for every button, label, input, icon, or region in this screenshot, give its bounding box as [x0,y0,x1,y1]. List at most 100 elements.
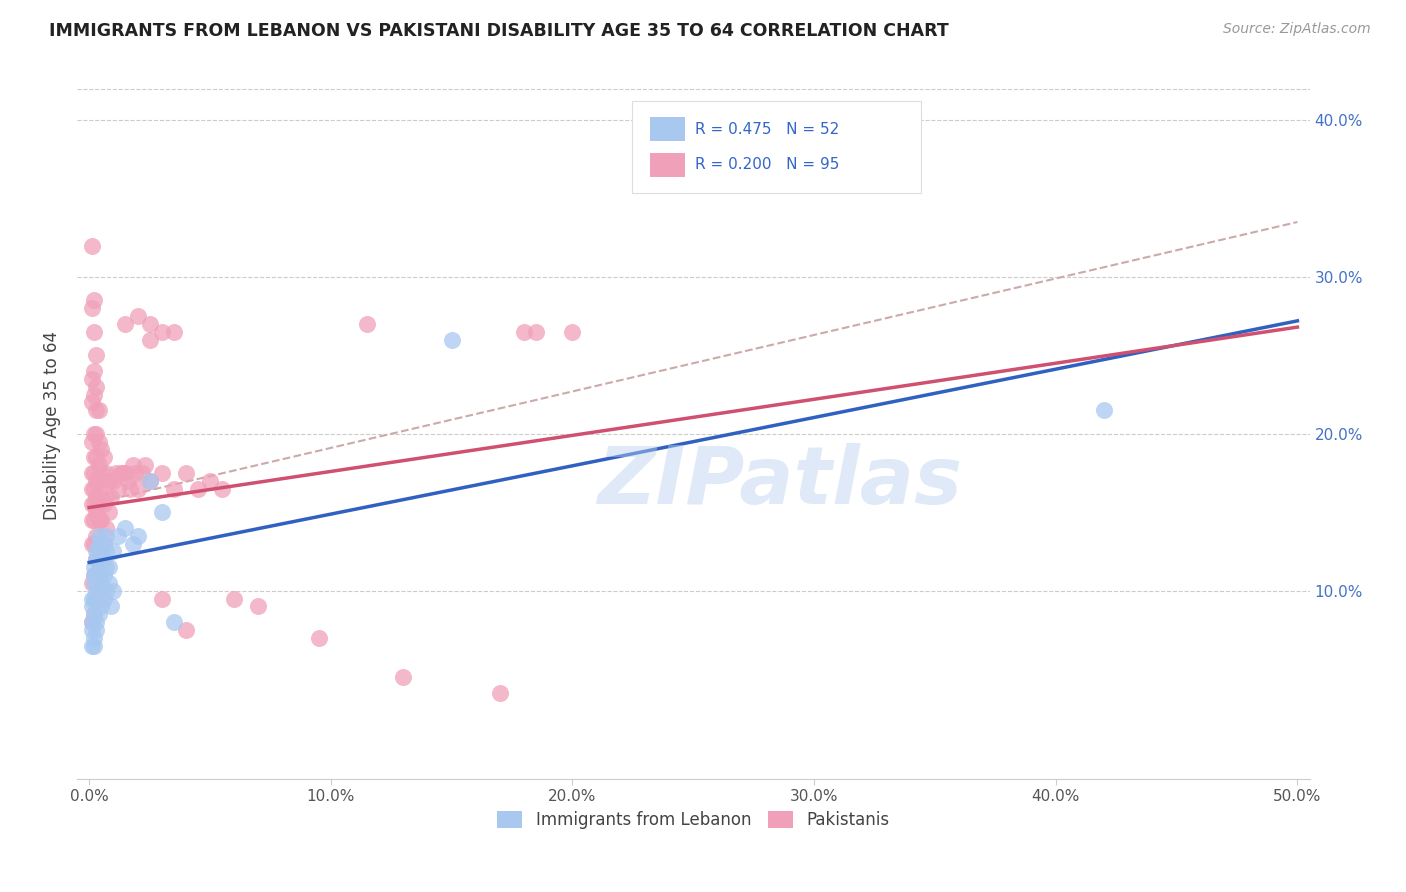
Point [187,482,209,496]
Point [163,615,186,629]
Point [86,552,108,566]
Point [80,599,103,614]
Point [1092,403,1115,417]
Point [90,466,112,480]
Point [87,552,110,566]
Point [86,583,108,598]
Point [138,333,160,347]
Point [127,482,149,496]
Point [127,309,149,323]
Point [120,482,142,496]
Point [80,575,103,590]
Point [83,450,105,465]
Legend: Immigrants from Lebanon, Pakistanis: Immigrants from Lebanon, Pakistanis [492,806,894,834]
Point [80,497,103,511]
Point [86,623,108,637]
Point [97,575,120,590]
Point [87,497,110,511]
Point [93,474,115,488]
Point [90,442,112,457]
Point [131,466,153,480]
Point [80,395,103,409]
Point [87,607,110,622]
Point [86,403,108,417]
Point [80,301,103,316]
Point [392,670,415,684]
Point [90,544,112,558]
Point [80,482,103,496]
Point [124,466,146,480]
Point [117,474,139,488]
Point [198,474,221,488]
Point [86,426,108,441]
Point [87,458,110,472]
Point [114,521,136,535]
Text: ZIPatlas: ZIPatlas [598,443,962,522]
Point [121,458,143,472]
Point [138,474,160,488]
Point [100,599,122,614]
Point [103,544,125,558]
Point [97,474,120,488]
Point [86,591,108,606]
Point [80,623,103,637]
Point [150,505,173,519]
Point [103,583,125,598]
Point [150,466,173,480]
Point [93,497,115,511]
Point [86,474,108,488]
Point [94,490,117,504]
Point [87,403,110,417]
Point [83,497,105,511]
Point [93,552,115,566]
Point [90,575,112,590]
Point [103,474,125,488]
Point [83,591,105,606]
Point [127,529,149,543]
Point [94,466,117,480]
Point [97,560,120,574]
Point [94,544,117,558]
Point [94,560,117,574]
Point [163,482,186,496]
Point [224,591,246,606]
Point [90,513,112,527]
Point [104,466,127,480]
Point [80,615,103,629]
Point [87,568,110,582]
Point [80,238,103,252]
Point [107,482,129,496]
Point [80,536,103,550]
Point [83,536,105,550]
Point [86,552,108,566]
Point [110,466,132,480]
Point [247,599,270,614]
Point [83,568,105,582]
Point [87,513,110,527]
Point [90,599,112,614]
Y-axis label: Disability Age 35 to 64: Disability Age 35 to 64 [44,332,60,520]
Point [90,544,112,558]
Point [87,529,110,543]
Point [83,607,105,622]
Point [138,317,160,331]
Point [86,450,108,465]
Point [107,529,129,543]
Point [83,568,105,582]
Point [93,536,115,550]
Point [93,591,115,606]
Text: R = 0.475   N = 52: R = 0.475 N = 52 [695,122,839,137]
Point [86,568,108,582]
Point [83,607,105,622]
Point [174,623,197,637]
Point [100,490,122,504]
Text: R = 0.200   N = 95: R = 0.200 N = 95 [695,157,839,172]
Point [86,348,108,362]
Point [114,317,136,331]
Point [174,466,197,480]
Point [80,513,103,527]
Point [134,458,156,472]
Point [94,529,117,543]
Point [138,474,160,488]
Point [90,536,112,550]
